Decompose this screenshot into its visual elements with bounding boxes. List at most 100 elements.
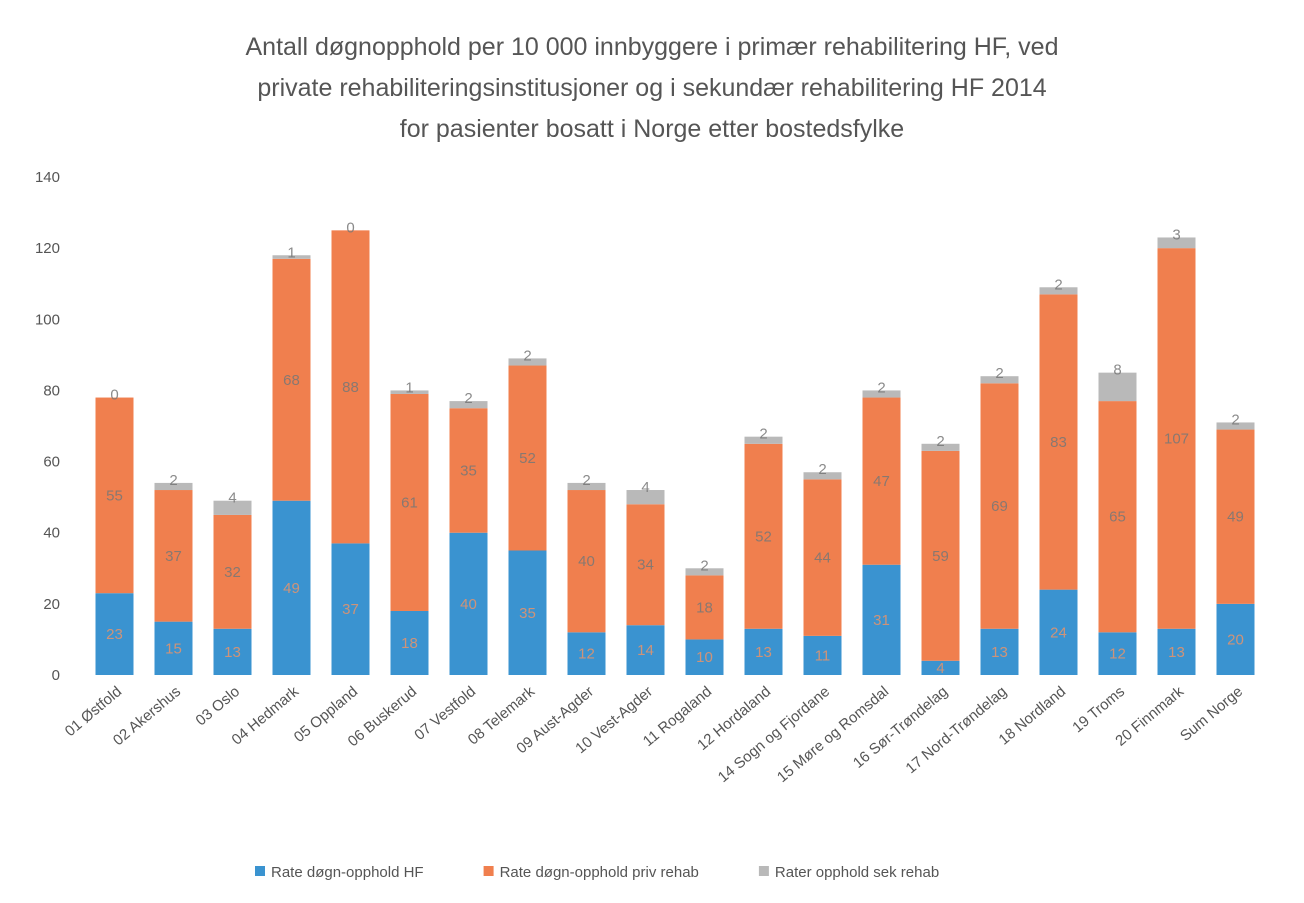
bar-segment	[331, 543, 370, 675]
data-label: 24	[1050, 624, 1067, 641]
bar-segment	[390, 393, 429, 611]
data-label: 13	[991, 644, 1008, 661]
bar-segment	[1216, 603, 1255, 675]
bar-segment	[213, 628, 252, 675]
bar-segment	[921, 450, 960, 661]
data-label: 2	[1054, 276, 1062, 293]
bar-segment	[744, 443, 783, 629]
bar-segment	[626, 490, 665, 505]
bar-segment	[272, 255, 311, 259]
bar-segment	[803, 472, 842, 480]
chart-title: Antall døgnopphold per 10 000 innbyggere…	[246, 33, 1059, 61]
data-label: 68	[283, 372, 300, 389]
data-label: 88	[342, 379, 359, 396]
data-label: 107	[1164, 430, 1189, 447]
x-tick-label: Sum Norge	[1177, 683, 1246, 745]
data-label: 13	[755, 644, 772, 661]
data-label: 83	[1050, 434, 1067, 451]
bar-segment	[213, 514, 252, 629]
legend-swatch	[483, 866, 494, 876]
legend-label: Rater opphold sek rehab	[775, 864, 939, 881]
bar-segment	[272, 500, 311, 675]
data-label: 12	[578, 646, 595, 663]
bar-segment	[154, 490, 193, 622]
bar-segment	[980, 628, 1019, 675]
data-label: 1	[287, 244, 295, 261]
y-tick-label: 40	[43, 525, 60, 542]
bar-segment	[1157, 248, 1196, 629]
data-label: 4	[228, 490, 236, 507]
bar-segment	[449, 532, 488, 675]
bar-segment	[1098, 632, 1137, 675]
bar-segment	[154, 621, 193, 675]
data-label: 69	[991, 498, 1008, 515]
data-label: 32	[224, 564, 241, 581]
bar-segment	[1098, 372, 1137, 402]
data-label: 8	[1113, 362, 1121, 379]
data-label: 3	[1172, 226, 1180, 243]
data-label: 52	[519, 450, 536, 467]
y-tick-label: 20	[43, 596, 60, 613]
bar-segment	[862, 390, 901, 398]
bar-segment	[1039, 294, 1078, 590]
bar-segment	[626, 504, 665, 626]
bar-segment	[1098, 401, 1137, 633]
chart-title: private rehabiliteringsinstitusjoner og …	[257, 74, 1046, 102]
bar-segment	[685, 568, 724, 576]
bar-segment	[331, 230, 370, 544]
y-tick-label: 80	[43, 382, 60, 399]
y-tick-label: 140	[35, 169, 60, 186]
data-label: 12	[1109, 646, 1126, 663]
data-label: 31	[873, 612, 890, 629]
data-label: 47	[873, 473, 890, 490]
legend-swatch	[255, 866, 265, 876]
bar-segment	[272, 258, 311, 501]
y-tick-label: 60	[43, 454, 60, 471]
data-label: 37	[342, 601, 359, 618]
bar-segment	[567, 482, 606, 491]
data-label: 10	[696, 649, 713, 666]
bar-segment	[508, 358, 547, 366]
bar-segment	[449, 401, 488, 409]
data-label: 2	[818, 461, 826, 478]
bar-segment	[95, 397, 134, 594]
data-label: 2	[523, 347, 531, 364]
bar-segment	[390, 390, 429, 394]
x-tick-label: 14 Sogn og Fjordane	[715, 683, 833, 786]
data-label: 49	[283, 580, 300, 597]
data-label: 35	[460, 462, 477, 479]
data-label: 0	[346, 219, 354, 236]
data-label: 2	[936, 433, 944, 450]
data-label: 35	[519, 605, 536, 622]
bar-segment	[213, 500, 252, 515]
bar-segment	[508, 365, 547, 551]
bar-segment	[744, 436, 783, 444]
bar-segment	[862, 564, 901, 675]
data-label: 18	[401, 635, 418, 652]
bar-segment	[1216, 422, 1255, 430]
data-label: 23	[106, 626, 123, 643]
data-label: 13	[224, 644, 241, 661]
bar-segment	[449, 408, 488, 533]
data-label: 2	[995, 365, 1003, 382]
data-label: 61	[401, 494, 418, 511]
x-tick-label: 17 Nord-Trøndelag	[902, 683, 1010, 777]
x-tick-label: 03 Oslo	[193, 683, 244, 729]
y-tick-label: 0	[52, 667, 60, 684]
bar-segment	[803, 635, 842, 675]
data-label: 15	[165, 640, 182, 657]
bar-segment	[1157, 237, 1196, 249]
legend-swatch	[758, 866, 769, 876]
data-label: 59	[932, 548, 949, 565]
data-label: 40	[460, 596, 477, 613]
bar-segment	[1216, 429, 1255, 604]
data-label: 40	[578, 553, 595, 570]
bar-segment	[626, 625, 665, 675]
legend-label: Rate døgn-opphold priv rehab	[500, 864, 699, 881]
data-label: 2	[464, 390, 472, 407]
bar-segment	[685, 639, 724, 675]
chart-title: for pasienter bosatt i Norge etter boste…	[400, 115, 904, 143]
y-tick-label: 100	[35, 311, 60, 328]
data-label: 2	[877, 379, 885, 396]
